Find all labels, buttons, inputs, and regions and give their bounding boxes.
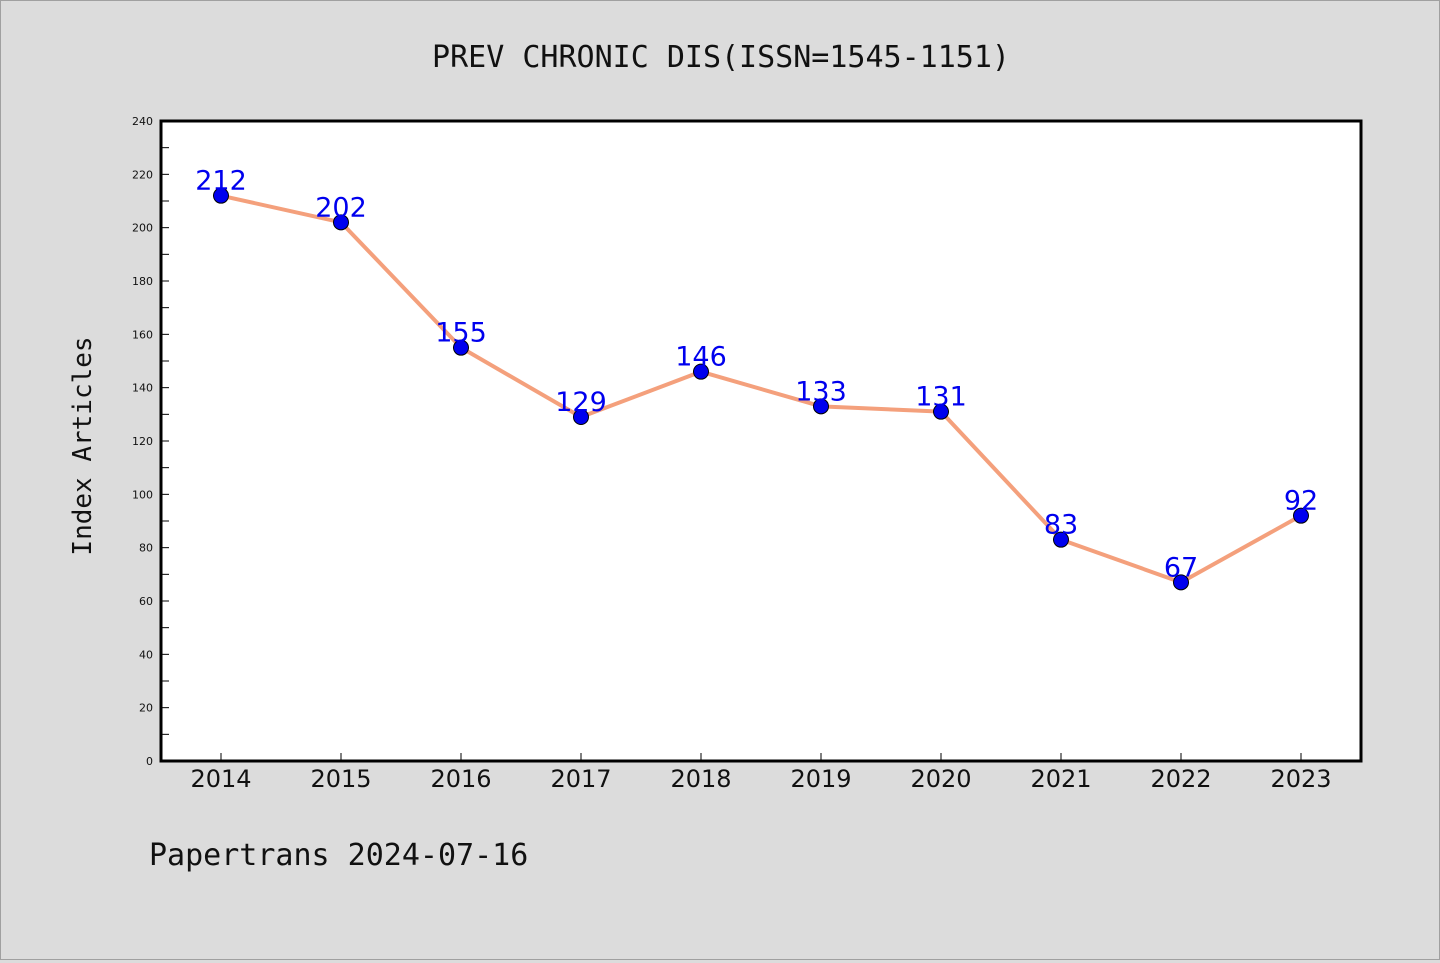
y-tick-label: 80 xyxy=(139,542,153,555)
data-label: 133 xyxy=(795,376,847,407)
data-label: 202 xyxy=(315,192,367,223)
x-axis-ticks: 2014 2015 2016 2017 2018 2019 2020 2021 2022 2023 xyxy=(190,753,1332,793)
plot-frame xyxy=(159,119,1363,763)
y-tick-label: 140 xyxy=(132,382,153,395)
y-tick-label: 200 xyxy=(132,222,153,235)
footer-text: Papertrans 2024-07-16 xyxy=(149,838,528,873)
data-label: 155 xyxy=(435,318,487,349)
data-label: 67 xyxy=(1164,552,1198,583)
data-label: 212 xyxy=(195,166,247,197)
x-tick-label: 2017 xyxy=(550,765,611,793)
x-tick-label: 2014 xyxy=(190,765,251,793)
data-point xyxy=(813,398,829,415)
y-tick-label: 180 xyxy=(132,275,153,288)
y-axis-label: Index Articles xyxy=(68,336,98,555)
x-tick-label: 2016 xyxy=(430,765,491,793)
y-tick-label: 160 xyxy=(132,328,153,341)
y-tick-label: 60 xyxy=(139,595,153,608)
x-tick-label: 2020 xyxy=(910,765,971,793)
y-tick-label: 240 xyxy=(132,115,153,128)
data-label: 131 xyxy=(915,382,967,413)
data-label: 83 xyxy=(1044,510,1078,541)
series-line xyxy=(220,193,1302,585)
y-tick-label: 40 xyxy=(139,648,153,661)
data-point xyxy=(573,409,589,425)
data-point xyxy=(333,214,349,231)
data-point xyxy=(1293,507,1309,524)
x-tick-label: 2018 xyxy=(670,765,731,793)
data-label: 146 xyxy=(675,342,727,373)
x-tick-label: 2015 xyxy=(310,765,371,793)
x-tick-label: 2021 xyxy=(1030,765,1091,793)
x-tick-label: 2022 xyxy=(1150,765,1211,793)
data-label: 92 xyxy=(1284,486,1318,517)
data-point xyxy=(1173,574,1189,591)
plot-area xyxy=(161,121,1361,761)
chart-title: PREV CHRONIC DIS(ISSN=1545-1151) xyxy=(432,40,1010,75)
x-tick-label: 2019 xyxy=(790,765,851,793)
data-point xyxy=(213,187,229,204)
y-tick-label: 220 xyxy=(132,168,153,181)
y-tick-label: 20 xyxy=(139,702,153,715)
data-point xyxy=(933,403,949,420)
data-label: 129 xyxy=(555,387,607,418)
series-layer: 212 202 155 129 146 133 131 83 67 92 xyxy=(195,166,1318,591)
x-tick-label: 2023 xyxy=(1270,765,1331,793)
y-tick-label: 100 xyxy=(132,488,153,501)
data-point xyxy=(1053,531,1069,548)
y-tick-label: 0 xyxy=(146,755,153,768)
data-point xyxy=(453,339,469,356)
y-tick-label: 120 xyxy=(132,435,153,448)
data-point xyxy=(693,363,709,380)
